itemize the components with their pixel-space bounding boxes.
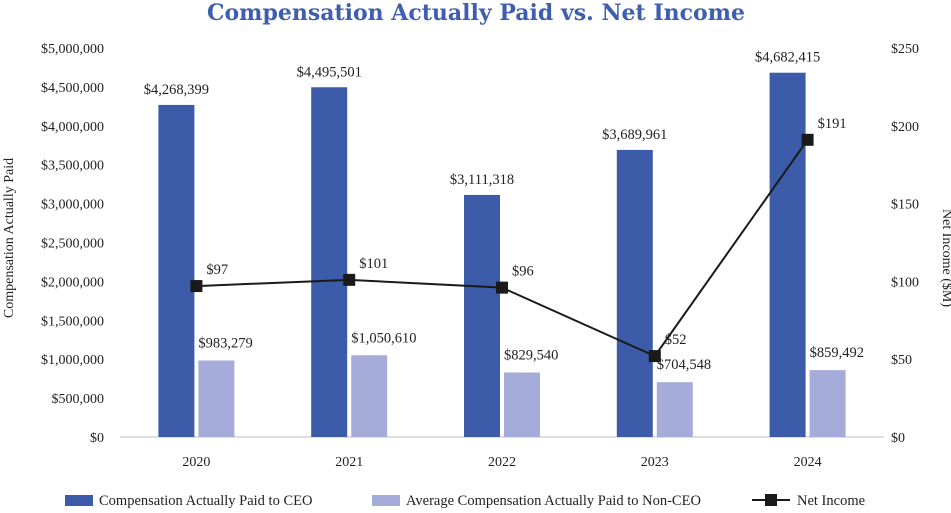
y2-tick-label: $150 xyxy=(891,198,919,213)
y-tick-label: $500,000 xyxy=(52,392,105,407)
bar-ceo-2023 xyxy=(616,149,653,438)
data-label-non-ceo-2022: $829,540 xyxy=(504,347,558,363)
legend-label-net-income: Net Income xyxy=(797,493,865,509)
y2-axis-title: Net Income ($M) xyxy=(939,209,951,307)
data-label-non-ceo-2023: $704,548 xyxy=(657,357,711,373)
y-tick-label: $1,500,000 xyxy=(41,314,104,329)
data-label-ceo-2020: $4,268,399 xyxy=(144,82,209,98)
data-label-ceo-2022: $3,111,318 xyxy=(450,172,514,188)
x-tick-label: 2020 xyxy=(182,455,210,470)
x-tick-label: 2021 xyxy=(335,455,363,470)
y-tick-label: $4,500,000 xyxy=(41,81,104,96)
data-label-net-income-2023: $52 xyxy=(665,332,687,348)
y-tick-label: $3,000,000 xyxy=(41,198,104,213)
data-label-ceo-2021: $4,495,501 xyxy=(297,64,362,80)
data-label-non-ceo-2024: $859,492 xyxy=(810,345,864,361)
x-tick-label: 2024 xyxy=(794,455,822,470)
y2-tick-label: $100 xyxy=(891,275,919,290)
bar-non-ceo-2024 xyxy=(809,370,846,437)
net-income-marker-2020 xyxy=(190,280,203,293)
data-label-net-income-2020: $97 xyxy=(206,262,228,278)
bar-non-ceo-2023 xyxy=(656,382,693,437)
legend-label-ceo: Compensation Actually Paid to CEO xyxy=(99,493,312,509)
plot-area: $0 $500,000 $1,000,000 $1,500,000 $2,000,000… xyxy=(41,42,919,470)
y-tick-label: $4,000,000 xyxy=(41,120,104,135)
data-label-ceo-2023: $3,689,961 xyxy=(602,127,667,143)
net-income-marker-2023 xyxy=(648,350,661,363)
y-tick-label: $2,000,000 xyxy=(41,275,104,290)
y2-tick-label: $200 xyxy=(891,120,919,135)
y-tick-label: $3,500,000 xyxy=(41,159,104,174)
data-label-ceo-2024: $4,682,415 xyxy=(755,50,820,66)
bar-ceo-2020 xyxy=(158,104,195,438)
y-axis-title: Compensation Actually Paid xyxy=(2,158,17,318)
net-income-marker-2022 xyxy=(496,281,508,294)
legend-marker-net-income xyxy=(765,494,777,506)
legend: Compensation Actually Paid to CEO Average… xyxy=(65,493,865,509)
chart-title: Compensation Actually Paid vs. Net Incom… xyxy=(207,0,745,26)
bar-ceo-2022 xyxy=(464,194,500,437)
bar-ceo-2021 xyxy=(311,87,348,437)
bar-non-ceo-2021 xyxy=(351,355,388,437)
y-tick-label: $0 xyxy=(90,431,104,446)
y2-tick-label: $50 xyxy=(891,353,912,368)
legend-label-non-ceo: Average Compensation Actually Paid to No… xyxy=(406,493,701,509)
bar-non-ceo-2020 xyxy=(198,360,235,437)
y-tick-label: $1,000,000 xyxy=(41,353,104,368)
net-income-marker-2024 xyxy=(801,133,814,146)
y-tick-label: $2,500,000 xyxy=(41,237,104,252)
data-label-non-ceo-2020: $983,279 xyxy=(198,336,252,352)
y2-tick-label: $250 xyxy=(891,42,919,57)
legend-swatch-ceo xyxy=(65,495,93,506)
y2-tick-label: $0 xyxy=(891,431,905,446)
x-tick-label: 2022 xyxy=(488,455,516,470)
x-tick-label: 2023 xyxy=(641,455,669,470)
legend-swatch-non-ceo xyxy=(372,495,400,506)
net-income-marker-2021 xyxy=(343,273,356,286)
data-label-non-ceo-2021: $1,050,610 xyxy=(351,330,416,346)
data-label-net-income-2021: $101 xyxy=(359,256,388,272)
bar-ceo-2024 xyxy=(769,72,806,437)
data-label-net-income-2022: $96 xyxy=(512,264,534,280)
bar-non-ceo-2022 xyxy=(504,372,540,437)
data-label-net-income-2024: $191 xyxy=(818,116,847,132)
y-tick-label: $5,000,000 xyxy=(41,42,104,57)
